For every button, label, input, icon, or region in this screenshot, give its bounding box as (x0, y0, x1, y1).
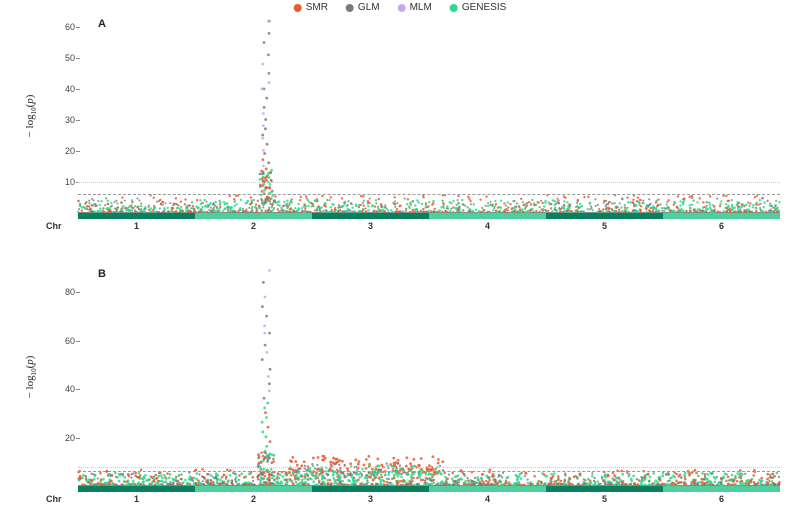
chr-strip (429, 486, 546, 492)
chr-strip (429, 213, 546, 219)
threshold-line (78, 471, 780, 472)
chr-label: 3 (368, 221, 373, 231)
chr-strip (312, 486, 429, 492)
chr-label: 6 (719, 221, 724, 231)
chr-label: 2 (251, 221, 256, 231)
chr-strip (546, 486, 663, 492)
y-tick: 30 (65, 115, 75, 125)
chr-strip (195, 213, 312, 219)
panel-a: A − log10(p) 102030405060 123456Chr (0, 18, 800, 248)
legend-dot-icon (398, 4, 406, 12)
chr-label: 1 (134, 494, 139, 504)
legend-item: GENESIS (450, 2, 506, 13)
y-tick: 20 (65, 146, 75, 156)
legend-label: SMR (306, 2, 328, 13)
chart-legend: SMR GLM MLM GENESIS (294, 2, 507, 13)
y-tick: 60 (65, 336, 75, 346)
y-axis-label-b: − log10(p) (24, 356, 38, 399)
threshold-line (78, 467, 780, 468)
chr-label: 5 (602, 494, 607, 504)
chr-strip (78, 486, 195, 492)
y-axis-a: 10 20 30 40 50 60 (50, 18, 78, 213)
chr-strip (546, 213, 663, 219)
legend-item: SMR (294, 2, 328, 13)
threshold-line (78, 194, 780, 195)
legend-dot-icon (294, 4, 302, 12)
chr-strip (663, 486, 780, 492)
x-axis-b: 123456Chr (78, 486, 780, 514)
y-axis-b: 20 40 60 80 (50, 268, 78, 486)
x-axis-a: 123456Chr (78, 213, 780, 241)
chr-label: 3 (368, 494, 373, 504)
chr-label: 4 (485, 494, 490, 504)
y-tick: 80 (65, 287, 75, 297)
chr-label: 5 (602, 221, 607, 231)
plot-area-b (78, 268, 780, 486)
panel-b: B − log10(p) 20406080 123456Chr (0, 268, 800, 524)
plot-area-a (78, 18, 780, 213)
chr-strip (78, 213, 195, 219)
y-tick: 20 (65, 433, 75, 443)
legend-item: GLM (346, 2, 380, 13)
x-axis-title: Chr (46, 494, 62, 504)
x-axis-title: Chr (46, 221, 62, 231)
chr-strip (663, 213, 780, 219)
legend-label: GENESIS (462, 2, 506, 13)
manhattan-points-b (78, 268, 780, 485)
chr-strip (195, 486, 312, 492)
chr-strip (312, 213, 429, 219)
y-tick: 10 (65, 177, 75, 187)
threshold-line (78, 182, 780, 183)
legend-dot-icon (346, 4, 354, 12)
y-tick: 40 (65, 84, 75, 94)
y-tick: 50 (65, 53, 75, 63)
y-tick: 60 (65, 22, 75, 32)
chr-label: 2 (251, 494, 256, 504)
chr-label: 1 (134, 221, 139, 231)
y-axis-label-a: − log10(p) (24, 94, 38, 137)
chr-label: 4 (485, 221, 490, 231)
y-tick: 40 (65, 384, 75, 394)
legend-dot-icon (450, 4, 458, 12)
chr-label: 6 (719, 494, 724, 504)
legend-label: GLM (358, 2, 380, 13)
legend-item: MLM (398, 2, 432, 13)
legend-label: MLM (410, 2, 432, 13)
